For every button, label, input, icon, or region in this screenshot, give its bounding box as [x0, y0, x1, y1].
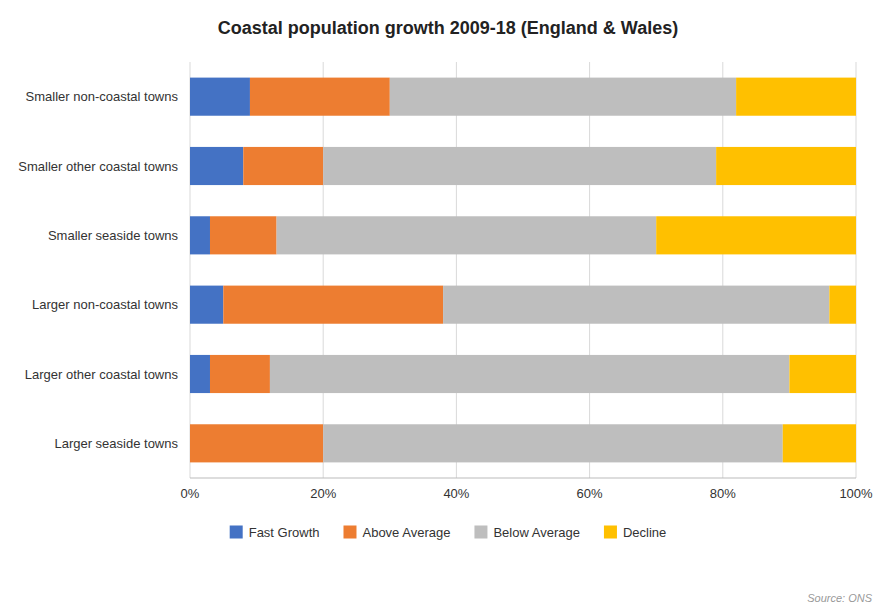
series: Smaller non-coastal towns – Decline: 18 S…: [656, 78, 856, 463]
bar-segment: Smaller seaside towns – Fast Growth: 3: [190, 216, 210, 254]
x-tick-label: 20%: [310, 486, 336, 501]
bars: Smaller non-coastal towns – Fast Growth:…: [190, 78, 856, 463]
series: Smaller non-coastal towns – Below Averag…: [270, 78, 829, 463]
bar-segment: Larger other coastal towns – Fast Growth…: [190, 355, 210, 393]
x-tick-label: 0%: [181, 486, 200, 501]
x-tick-label: 40%: [443, 486, 469, 501]
bar-segment: Smaller non-coastal towns – Above Averag…: [250, 78, 390, 116]
legend-label: Fast Growth: [249, 525, 320, 540]
title: Coastal population growth 2009-18 (Engla…: [218, 18, 678, 38]
bar-segment: Larger seaside towns – Below Average: 69: [323, 424, 783, 462]
category-label: Larger seaside towns: [54, 436, 178, 451]
bar-segment: Smaller other coastal towns – Fast Growt…: [190, 147, 243, 185]
category-label: Smaller non-coastal towns: [26, 89, 179, 104]
series: Smaller non-coastal towns – Above Averag…: [190, 78, 443, 463]
bar-segment: Smaller non-coastal towns – Fast Growth:…: [190, 78, 250, 116]
grid-line: [323, 62, 324, 478]
bar-segment: Smaller other coastal towns – Below Aver…: [323, 147, 716, 185]
legend-label: Above Average: [362, 525, 450, 540]
grid-line: [589, 62, 590, 478]
bar-segment: Larger non-coastal towns – Fast Growth: …: [190, 286, 223, 324]
bar-segment: Smaller non-coastal towns – Decline: 18: [736, 78, 856, 116]
source-note: Source: ONS: [807, 592, 872, 604]
x-tick-label: 80%: [710, 486, 736, 501]
category-label: Smaller seaside towns: [48, 228, 179, 243]
legend: Fast Growth Above Average Below Average Dec…: [230, 525, 667, 540]
bar-segment: Larger non-coastal towns – Below Average…: [443, 286, 829, 324]
bar-segment: Larger non-coastal towns – Above Average…: [223, 286, 443, 324]
bar-segment: Smaller other coastal towns – Decline: 2…: [716, 147, 856, 185]
legend-item: Above Average: [343, 525, 450, 540]
x-axis-line: [190, 478, 856, 479]
chart: Coastal population growth 2009-18 (Engla…: [0, 0, 896, 616]
bar-segment: Smaller non-coastal towns – Below Averag…: [390, 78, 736, 116]
bar-segment: Smaller other coastal towns – Above Aver…: [243, 147, 323, 185]
grid-line: [856, 62, 857, 478]
legend-swatch: [604, 526, 617, 539]
legend-label: Below Average: [493, 525, 580, 540]
x-axis: 0% 20% 40% 60% 80% 100%: [181, 486, 873, 501]
grid-line: [722, 62, 723, 478]
x-tick-label: 60%: [577, 486, 603, 501]
bar-segment: Larger other coastal towns – Below Avera…: [270, 355, 789, 393]
bar-segment: Larger seaside towns – Decline: 11: [783, 424, 856, 462]
legend-swatch: [230, 526, 243, 539]
grid-line: [190, 62, 191, 478]
category-label: Larger non-coastal towns: [32, 297, 178, 312]
legend-item: Below Average: [474, 525, 580, 540]
grid: [190, 62, 856, 478]
category-label: Larger other coastal towns: [25, 367, 179, 382]
bar-segment: Smaller seaside towns – Above Average: 1…: [210, 216, 277, 254]
y-axis: Smaller non-coastal towns Smaller other c…: [18, 89, 178, 451]
bar-segment: Larger non-coastal towns – Decline: 4: [829, 286, 856, 324]
bar-segment: Smaller seaside towns – Below Average: 5…: [277, 216, 657, 254]
bar-segment: Larger other coastal towns – Above Avera…: [210, 355, 270, 393]
x-tick-label: 100%: [839, 486, 873, 501]
bar-segment: Larger other coastal towns – Decline: 10: [789, 355, 856, 393]
legend-label: Decline: [623, 525, 666, 540]
legend-swatch: [343, 526, 356, 539]
grid-line: [456, 62, 457, 478]
bar-segment: Larger seaside towns – Above Average: 20: [190, 424, 323, 462]
category-label: Smaller other coastal towns: [18, 159, 178, 174]
bar-segment: Smaller seaside towns – Decline: 30: [656, 216, 856, 254]
legend-item: Decline: [604, 525, 666, 540]
legend-item: Fast Growth: [230, 525, 320, 540]
legend-swatch: [474, 526, 487, 539]
